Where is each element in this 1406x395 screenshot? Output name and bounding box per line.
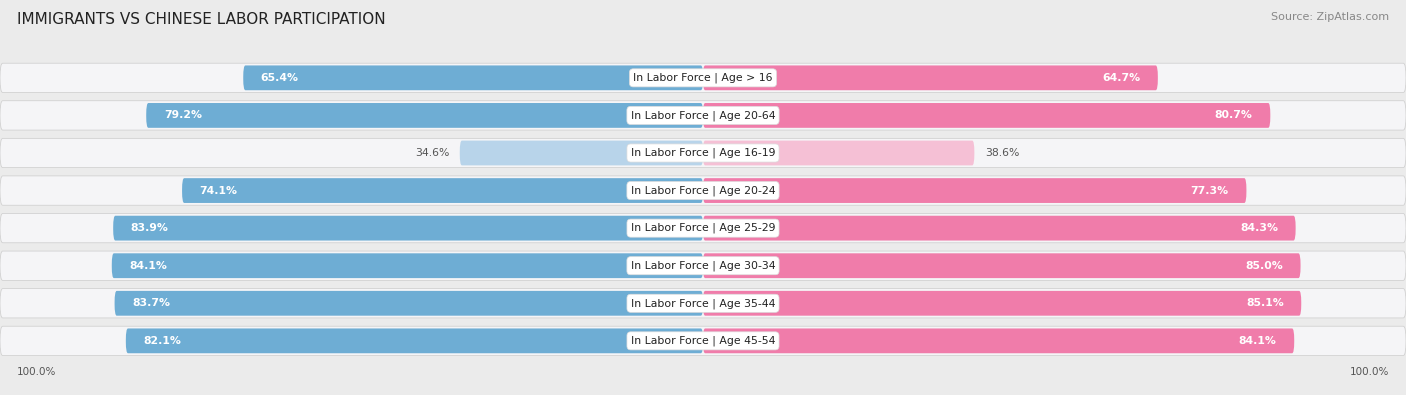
FancyBboxPatch shape [146, 103, 703, 128]
Text: 65.4%: 65.4% [260, 73, 299, 83]
FancyBboxPatch shape [703, 103, 1271, 128]
Text: 79.2%: 79.2% [163, 111, 202, 120]
Text: In Labor Force | Age 16-19: In Labor Force | Age 16-19 [631, 148, 775, 158]
FancyBboxPatch shape [0, 289, 1406, 318]
FancyBboxPatch shape [0, 176, 1406, 205]
FancyBboxPatch shape [0, 251, 1406, 280]
Text: 64.7%: 64.7% [1102, 73, 1140, 83]
FancyBboxPatch shape [460, 141, 703, 166]
FancyBboxPatch shape [243, 66, 703, 90]
Text: In Labor Force | Age 30-34: In Labor Force | Age 30-34 [631, 260, 775, 271]
Text: 85.0%: 85.0% [1246, 261, 1282, 271]
FancyBboxPatch shape [703, 253, 1301, 278]
Text: In Labor Force | Age 45-54: In Labor Force | Age 45-54 [631, 336, 775, 346]
Text: In Labor Force | Age 20-64: In Labor Force | Age 20-64 [631, 110, 775, 120]
Text: In Labor Force | Age 20-24: In Labor Force | Age 20-24 [631, 185, 775, 196]
FancyBboxPatch shape [0, 101, 1406, 130]
Text: In Labor Force | Age 25-29: In Labor Force | Age 25-29 [631, 223, 775, 233]
FancyBboxPatch shape [127, 329, 703, 353]
Text: 74.1%: 74.1% [200, 186, 238, 196]
FancyBboxPatch shape [114, 291, 703, 316]
Text: In Labor Force | Age 35-44: In Labor Force | Age 35-44 [631, 298, 775, 308]
Text: 84.1%: 84.1% [1239, 336, 1277, 346]
Text: 34.6%: 34.6% [415, 148, 450, 158]
Text: IMMIGRANTS VS CHINESE LABOR PARTICIPATION: IMMIGRANTS VS CHINESE LABOR PARTICIPATIO… [17, 12, 385, 27]
FancyBboxPatch shape [703, 291, 1302, 316]
Text: Source: ZipAtlas.com: Source: ZipAtlas.com [1271, 12, 1389, 22]
Text: 85.1%: 85.1% [1246, 298, 1284, 308]
FancyBboxPatch shape [703, 178, 1246, 203]
FancyBboxPatch shape [703, 329, 1294, 353]
Text: 84.3%: 84.3% [1240, 223, 1278, 233]
FancyBboxPatch shape [183, 178, 703, 203]
Text: 77.3%: 77.3% [1191, 186, 1229, 196]
FancyBboxPatch shape [112, 253, 703, 278]
FancyBboxPatch shape [0, 138, 1406, 167]
Text: In Labor Force | Age > 16: In Labor Force | Age > 16 [633, 73, 773, 83]
FancyBboxPatch shape [703, 141, 974, 166]
Text: 100.0%: 100.0% [1350, 367, 1389, 377]
Text: 83.7%: 83.7% [132, 298, 170, 308]
FancyBboxPatch shape [0, 326, 1406, 356]
FancyBboxPatch shape [0, 213, 1406, 243]
Text: 80.7%: 80.7% [1215, 111, 1253, 120]
Text: 83.9%: 83.9% [131, 223, 169, 233]
Text: 100.0%: 100.0% [17, 367, 56, 377]
FancyBboxPatch shape [703, 216, 1296, 241]
Text: 84.1%: 84.1% [129, 261, 167, 271]
FancyBboxPatch shape [0, 63, 1406, 92]
Text: 82.1%: 82.1% [143, 336, 181, 346]
FancyBboxPatch shape [112, 216, 703, 241]
Text: 38.6%: 38.6% [984, 148, 1019, 158]
FancyBboxPatch shape [703, 66, 1159, 90]
